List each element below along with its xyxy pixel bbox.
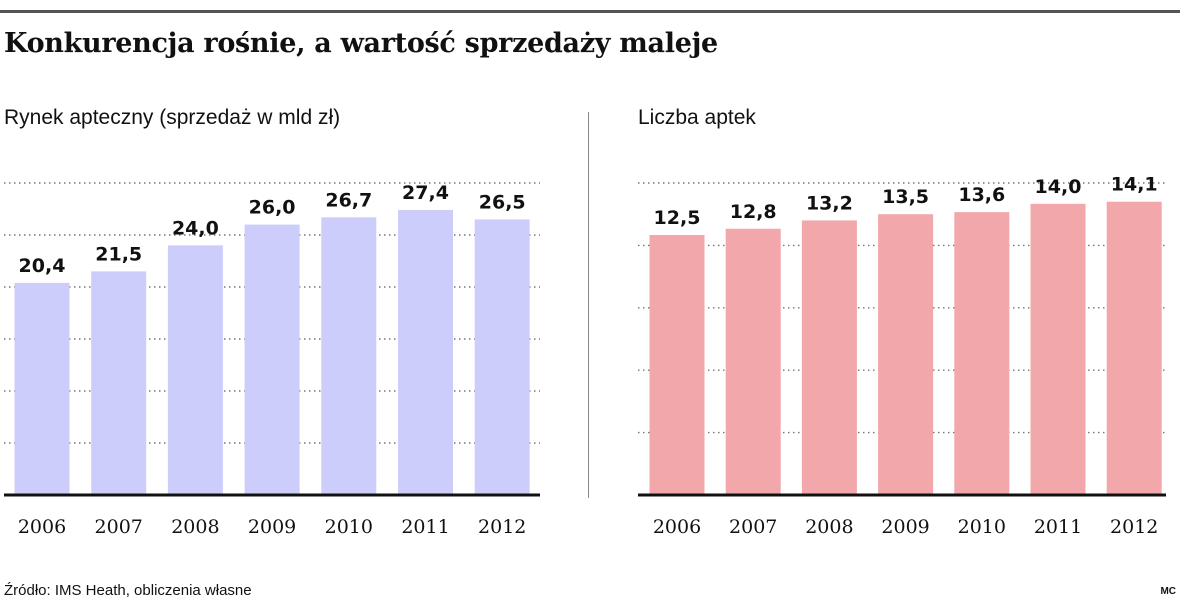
tick-label-2007: 2007 [729, 516, 777, 538]
value-label-2007: 21,5 [95, 243, 142, 265]
bar-2009 [878, 214, 934, 495]
bar-2007 [91, 271, 147, 495]
bar-2010 [321, 217, 377, 495]
value-label-2007: 12,8 [730, 201, 777, 223]
tick-label-2008: 2008 [805, 516, 853, 538]
value-label-2008: 13,2 [806, 192, 853, 214]
bar-2010 [954, 212, 1010, 495]
chart-title-pharmacy-count: Liczba aptek [638, 106, 756, 129]
bar-2012 [474, 219, 530, 495]
tick-label-2010: 2010 [958, 516, 1006, 538]
value-label-2008: 24,0 [172, 217, 219, 239]
tick-label-2006: 2006 [18, 516, 66, 538]
bar-2006 [649, 235, 705, 495]
bar-2008 [167, 245, 223, 495]
tick-label-2009: 2009 [248, 516, 296, 538]
value-label-2012: 14,1 [1111, 174, 1158, 196]
value-label-2012: 26,5 [479, 191, 526, 213]
value-label-2010: 26,7 [325, 189, 372, 211]
tick-label-2008: 2008 [171, 516, 219, 538]
chart-divider [588, 112, 589, 498]
source-note: Źródło: IMS Heath, obliczenia własne [4, 582, 252, 599]
bar-2011 [398, 210, 453, 496]
page-title: Konkurencja rośnie, a wartość sprzedaży … [4, 28, 718, 59]
value-label-2010: 13,6 [958, 184, 1005, 206]
tick-label-2007: 2007 [95, 516, 143, 538]
value-label-2011: 27,4 [402, 182, 449, 204]
value-label-2006: 12,5 [654, 207, 701, 229]
tick-label-2012: 2012 [1110, 516, 1158, 538]
bar-2006 [14, 282, 70, 495]
chart-title-pharmacy-market: Rynek apteczny (sprzedaż w mld zł) [4, 106, 341, 129]
bar-2007 [725, 228, 781, 495]
author-credit: MC [1160, 586, 1176, 597]
value-label-2011: 14,0 [1035, 176, 1082, 198]
bar-2009 [244, 224, 300, 495]
tick-label-2006: 2006 [653, 516, 701, 538]
bar-2011 [1030, 203, 1086, 496]
top-rule [0, 10, 1180, 13]
bar-2008 [801, 220, 857, 495]
tick-label-2009: 2009 [881, 516, 929, 538]
bar-2012 [1106, 201, 1162, 495]
value-label-2009: 13,5 [882, 186, 929, 208]
value-label-2006: 20,4 [19, 255, 66, 277]
tick-label-2011: 2011 [401, 516, 449, 538]
tick-label-2012: 2012 [478, 516, 526, 538]
tick-label-2011: 2011 [1034, 516, 1082, 538]
tick-label-2010: 2010 [325, 516, 373, 538]
value-label-2009: 26,0 [249, 197, 296, 219]
